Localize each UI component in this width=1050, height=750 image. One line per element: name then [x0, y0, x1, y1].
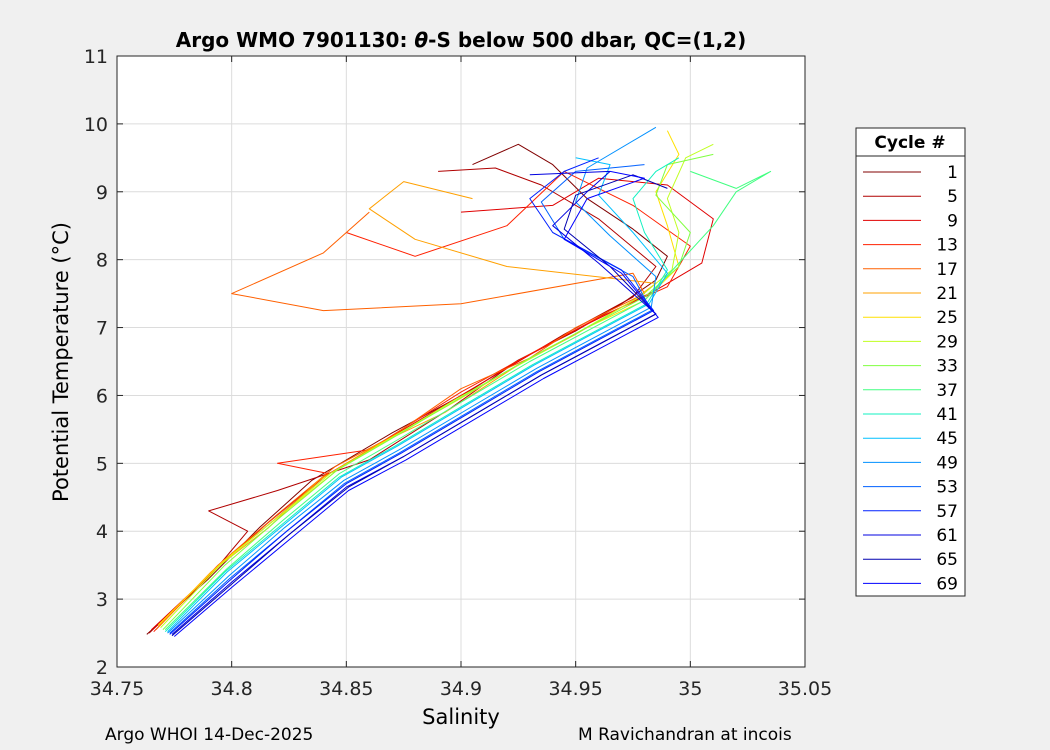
y-tick-label: 6 [96, 385, 108, 407]
y-tick-label: 7 [96, 318, 108, 340]
x-tick-label: 34.95 [548, 678, 602, 700]
legend-label-57: 57 [936, 502, 958, 522]
series-line-cycle-37 [164, 170, 772, 631]
series-line-cycle-65 [171, 174, 668, 637]
y-tick-label: 8 [96, 250, 108, 272]
x-tick-label: 34.9 [440, 678, 482, 700]
series-line-cycle-33 [162, 153, 714, 631]
legend-label-25: 25 [936, 308, 958, 328]
series-line-cycle-49 [167, 126, 657, 634]
legend-label-37: 37 [936, 381, 958, 401]
series-line-cycle-57 [169, 157, 655, 635]
legend-label-13: 13 [936, 236, 958, 256]
series-line-cycle-9 [151, 177, 714, 631]
legend-box [855, 127, 966, 597]
legend-label-5: 5 [947, 187, 958, 207]
footer-credit: M Ravichandran at incois [578, 725, 792, 745]
x-tick-label: 35.05 [778, 678, 832, 700]
x-tick-label: 34.85 [319, 678, 373, 700]
legend-label-45: 45 [936, 429, 958, 449]
legend-entries: 1 5 9 13 17 21 25 29 33 37 41 45 49 53 57 61 65 69 [863, 163, 958, 594]
legend: Cycle # 1 5 9 13 17 21 25 29 33 37 41 45 49 53 57 61 65 6… [855, 127, 966, 597]
axis-ticks: 34.75 34.8 34.85 34.9 34.95 35 35.05 2 3 4 5 6 7 8 9 10… [84, 46, 832, 700]
legend-label-9: 9 [947, 211, 958, 231]
y-axis-label: Potential Temperature (°C) [49, 222, 73, 502]
y-tick-label: 4 [96, 521, 108, 543]
x-axis-label: Salinity [422, 705, 500, 729]
grid [117, 56, 805, 667]
footer-source: Argo WHOI 14-Dec-2025 [105, 725, 314, 745]
x-tick-label: 34.75 [90, 678, 144, 700]
x-tick-label: 34.8 [211, 678, 253, 700]
x-tick-label: 35 [678, 678, 702, 700]
legend-label-33: 33 [936, 357, 958, 377]
legend-label-49: 49 [936, 453, 958, 473]
y-tick-label: 11 [84, 46, 108, 68]
chart-title: Argo WMO 7901130: θ-S below 500 dbar, QC… [176, 28, 746, 52]
y-tick-label: 10 [84, 114, 108, 136]
legend-label-69: 69 [936, 574, 958, 594]
y-tick-label: 9 [96, 182, 108, 204]
series-line-cycle-17 [155, 211, 645, 631]
series-line-cycle-41 [164, 157, 680, 633]
legend-label-29: 29 [936, 332, 958, 352]
series-line-cycle-45 [167, 157, 668, 633]
y-tick-label: 5 [96, 453, 108, 475]
legend-label-1: 1 [947, 163, 958, 183]
legend-label-65: 65 [936, 550, 958, 570]
series-line-cycle-69 [173, 170, 659, 637]
legend-label-53: 53 [936, 478, 958, 498]
y-tick-label: 3 [96, 589, 108, 611]
y-tick-label: 2 [96, 657, 108, 679]
legend-label-41: 41 [936, 405, 958, 425]
legend-title: Cycle # [874, 133, 945, 153]
legend-label-17: 17 [936, 260, 958, 280]
legend-label-61: 61 [936, 526, 958, 546]
legend-label-21: 21 [936, 284, 958, 304]
series-group [146, 126, 772, 637]
